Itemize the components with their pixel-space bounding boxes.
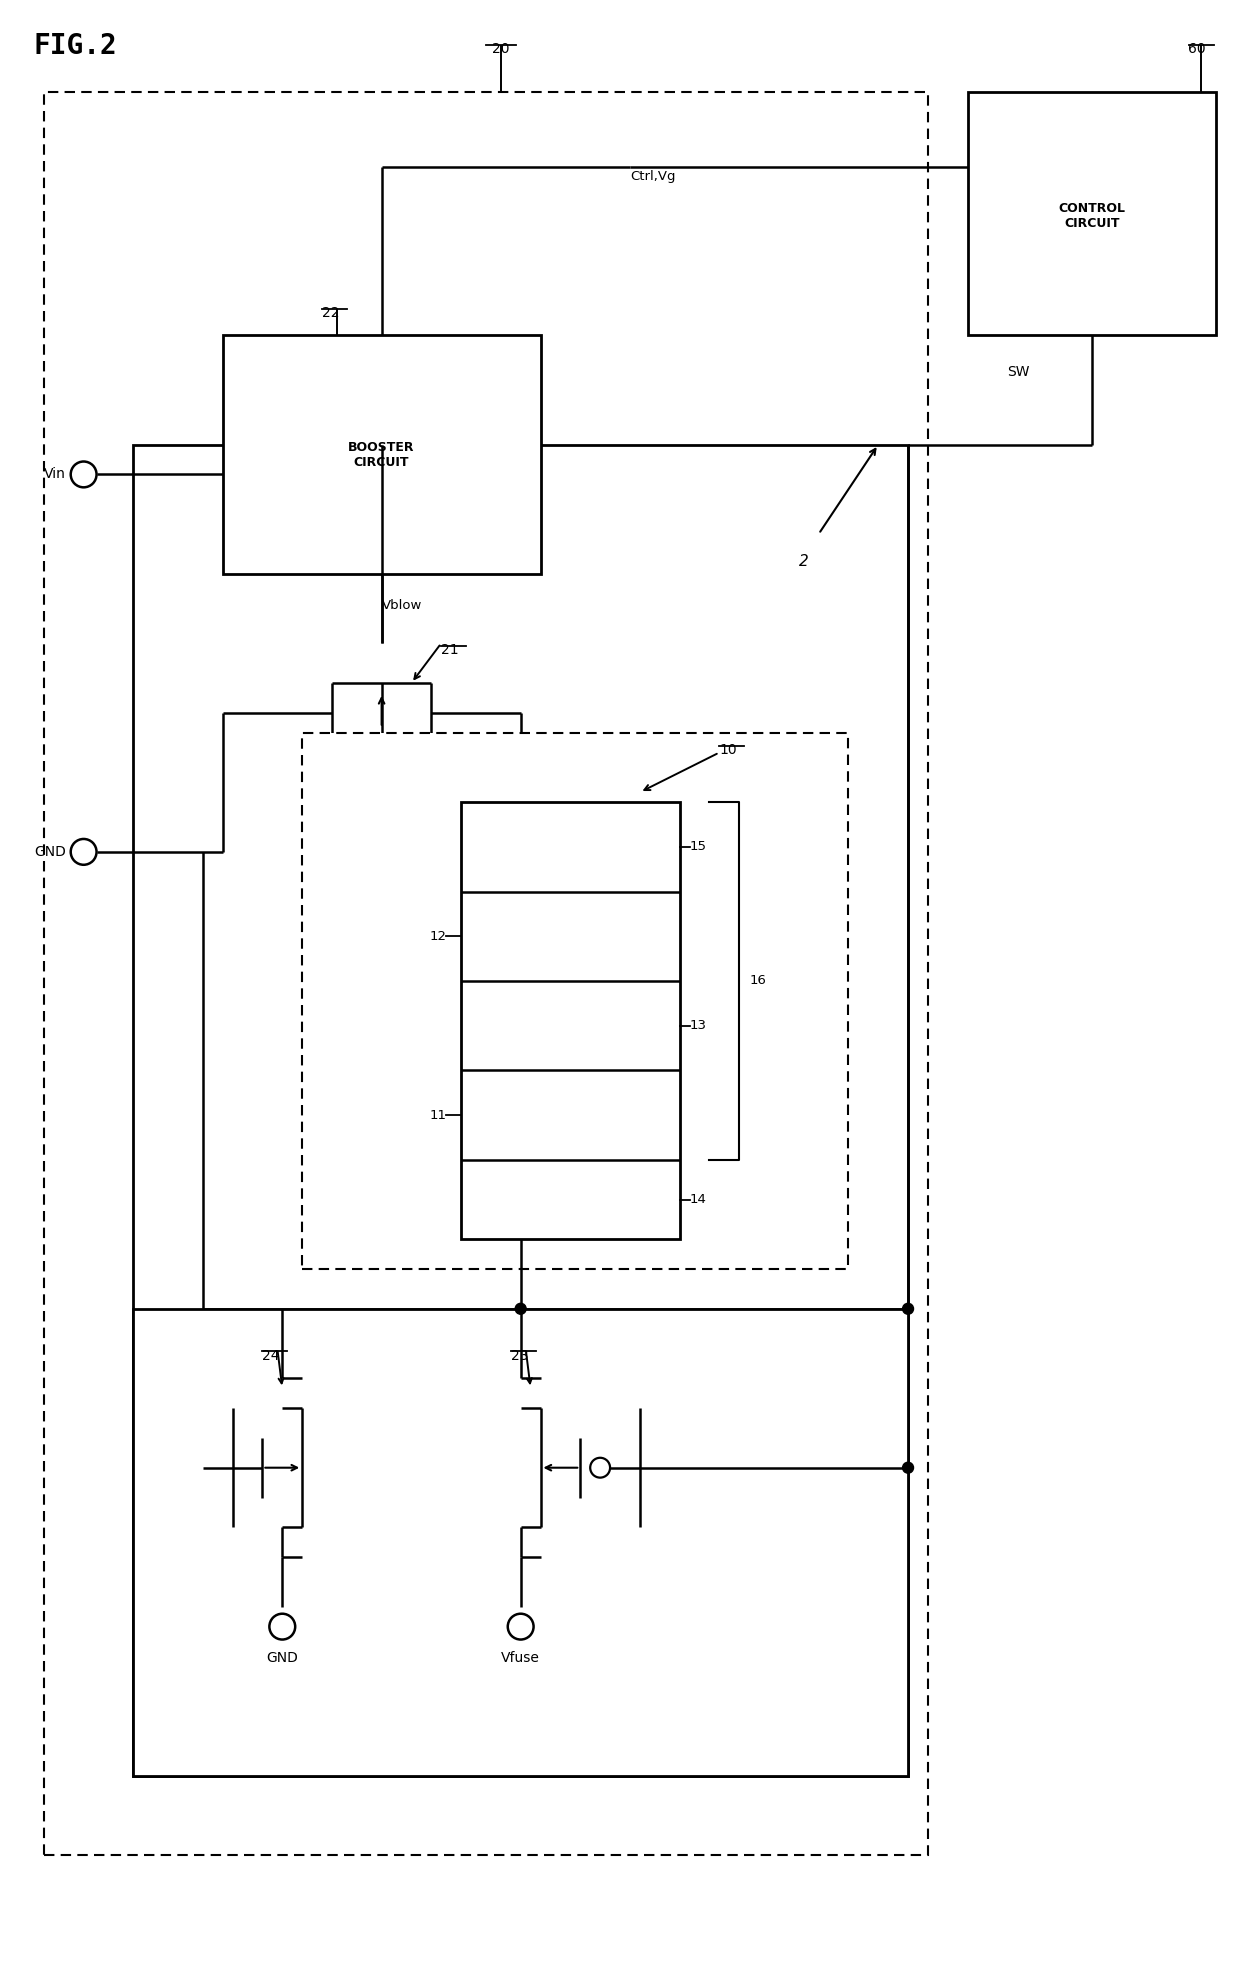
Bar bbox=[223, 335, 541, 575]
Text: 10: 10 bbox=[719, 743, 737, 757]
Text: 12: 12 bbox=[429, 930, 446, 943]
Text: SW: SW bbox=[1007, 365, 1030, 378]
Bar bbox=[461, 802, 680, 1239]
Text: 23: 23 bbox=[511, 1349, 528, 1363]
Circle shape bbox=[515, 1304, 526, 1314]
Bar bbox=[43, 92, 928, 1855]
Text: 24: 24 bbox=[263, 1349, 280, 1363]
Text: CONTROL
CIRCUIT: CONTROL CIRCUIT bbox=[1058, 202, 1126, 229]
Circle shape bbox=[507, 1614, 533, 1639]
Text: 15: 15 bbox=[689, 841, 707, 853]
Bar bbox=[967, 92, 1216, 335]
Text: Ctrl,Vg: Ctrl,Vg bbox=[630, 171, 676, 182]
Circle shape bbox=[71, 461, 97, 488]
Circle shape bbox=[903, 1304, 914, 1314]
Circle shape bbox=[590, 1457, 610, 1479]
Bar bbox=[303, 733, 848, 1269]
Text: Vin: Vin bbox=[43, 467, 66, 480]
Text: GND: GND bbox=[33, 845, 66, 859]
Text: 2: 2 bbox=[799, 553, 808, 569]
Text: BOOSTER
CIRCUIT: BOOSTER CIRCUIT bbox=[348, 441, 415, 469]
Text: 13: 13 bbox=[689, 1020, 707, 1031]
Text: 60: 60 bbox=[1188, 43, 1207, 57]
Text: 20: 20 bbox=[492, 43, 510, 57]
Text: 16: 16 bbox=[749, 975, 766, 988]
Text: 21: 21 bbox=[441, 643, 459, 657]
Text: Vfuse: Vfuse bbox=[501, 1651, 541, 1665]
Text: FIG.2: FIG.2 bbox=[33, 33, 118, 61]
Circle shape bbox=[269, 1614, 295, 1639]
Bar bbox=[133, 1308, 908, 1775]
Circle shape bbox=[71, 839, 97, 865]
Text: GND: GND bbox=[267, 1651, 299, 1665]
Text: 14: 14 bbox=[689, 1192, 707, 1206]
Circle shape bbox=[903, 1463, 914, 1473]
Bar bbox=[133, 445, 908, 1775]
Text: 11: 11 bbox=[429, 1108, 446, 1122]
Text: 22: 22 bbox=[322, 306, 340, 320]
Text: Vblow: Vblow bbox=[382, 598, 422, 612]
